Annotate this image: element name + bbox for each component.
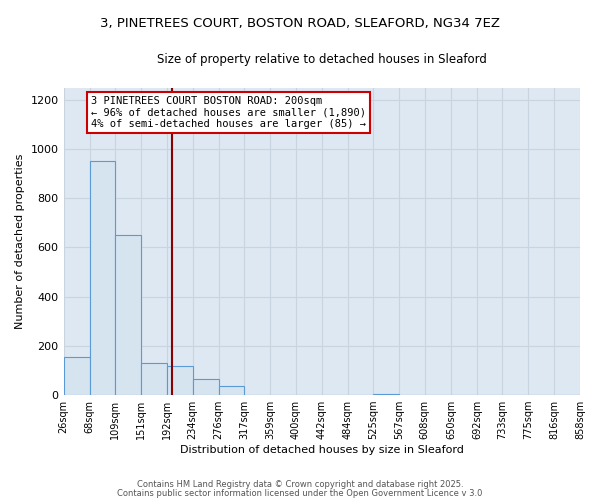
- Bar: [115, 235, 141, 395]
- Title: Size of property relative to detached houses in Sleaford: Size of property relative to detached ho…: [157, 52, 487, 66]
- Bar: [219, 386, 244, 395]
- Text: Contains HM Land Registry data © Crown copyright and database right 2025.: Contains HM Land Registry data © Crown c…: [137, 480, 463, 489]
- Text: 3, PINETREES COURT, BOSTON ROAD, SLEAFORD, NG34 7EZ: 3, PINETREES COURT, BOSTON ROAD, SLEAFOR…: [100, 18, 500, 30]
- Bar: [373, 394, 400, 395]
- Bar: [193, 379, 219, 395]
- Y-axis label: Number of detached properties: Number of detached properties: [15, 154, 25, 329]
- Text: 3 PINETREES COURT BOSTON ROAD: 200sqm
← 96% of detached houses are smaller (1,89: 3 PINETREES COURT BOSTON ROAD: 200sqm ← …: [91, 96, 366, 130]
- X-axis label: Distribution of detached houses by size in Sleaford: Distribution of detached houses by size …: [180, 445, 464, 455]
- Bar: [167, 366, 193, 395]
- Bar: [141, 363, 167, 395]
- Bar: [89, 162, 115, 395]
- Bar: [64, 357, 89, 395]
- Text: Contains public sector information licensed under the Open Government Licence v : Contains public sector information licen…: [118, 488, 482, 498]
